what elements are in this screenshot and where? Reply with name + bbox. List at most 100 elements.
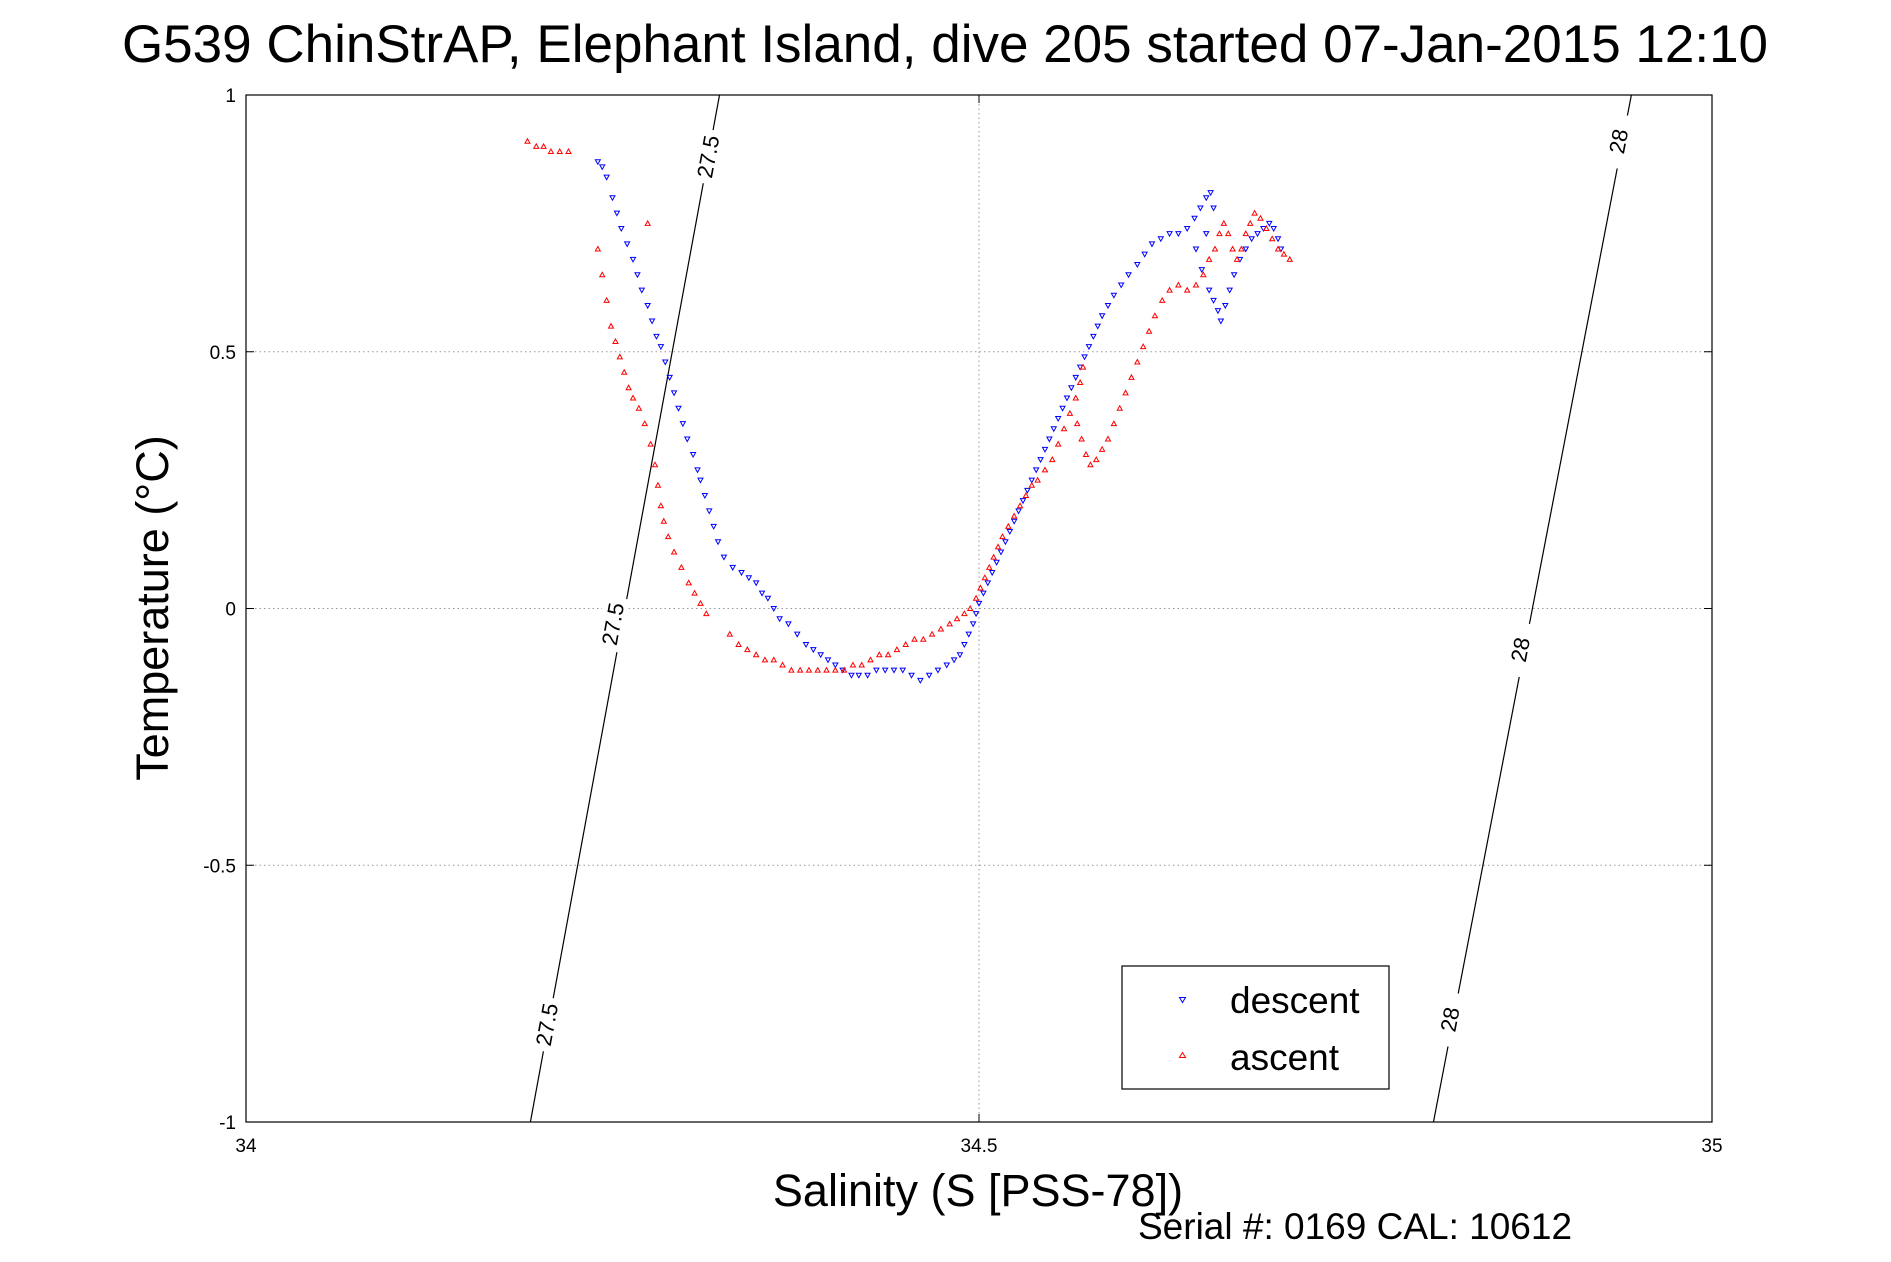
descent-point bbox=[653, 333, 660, 340]
descent-point bbox=[697, 477, 704, 484]
descent-point bbox=[1063, 395, 1071, 402]
x-tick-label: 34.5 bbox=[961, 1136, 998, 1157]
descent-point bbox=[802, 641, 810, 648]
descent-point bbox=[1210, 297, 1217, 304]
chart-title: G539 ChinStrAP, Elephant Island, dive 20… bbox=[122, 15, 1768, 74]
descent-point bbox=[848, 672, 855, 679]
descent-point bbox=[950, 657, 958, 664]
ascent-point bbox=[840, 666, 848, 673]
descent-point bbox=[603, 174, 610, 181]
contour-label: 28 bbox=[1604, 127, 1633, 156]
descent-point bbox=[1094, 323, 1102, 330]
ascent-point bbox=[1274, 245, 1282, 252]
ascent-point bbox=[1034, 476, 1041, 483]
descent-point bbox=[1265, 220, 1273, 227]
ascent-point bbox=[657, 502, 665, 509]
ascent-point bbox=[594, 245, 602, 252]
serial-cal-label: Serial #: 0169 CAL: 10612 bbox=[1138, 1206, 1572, 1247]
descent-point bbox=[917, 677, 924, 684]
descent-point bbox=[1202, 231, 1210, 238]
legend-ascent-marker bbox=[1178, 1051, 1187, 1058]
ascent-point bbox=[735, 640, 742, 647]
ascent-point bbox=[678, 563, 685, 570]
contour-label-bg bbox=[690, 127, 726, 186]
ascent-point bbox=[697, 599, 704, 606]
ascent-point bbox=[858, 661, 866, 668]
ascent-point bbox=[849, 661, 857, 668]
ascent-point bbox=[960, 610, 968, 617]
descent-point bbox=[1217, 318, 1225, 325]
descent-point bbox=[670, 390, 678, 397]
ascent-point bbox=[814, 666, 822, 673]
legend-descent-marker bbox=[1178, 997, 1187, 1004]
descent-point bbox=[1054, 416, 1062, 423]
descent-point bbox=[648, 318, 656, 325]
contour-label-bg bbox=[1600, 112, 1637, 171]
ascent-point bbox=[928, 630, 936, 637]
ascent-point bbox=[1010, 512, 1018, 519]
descent-point bbox=[1085, 344, 1093, 351]
ascent-point bbox=[1216, 230, 1223, 237]
ascent-point bbox=[770, 656, 778, 663]
ascent-point bbox=[616, 353, 624, 360]
y-axis-title: Temperature (°C) bbox=[127, 435, 178, 781]
descent-point bbox=[629, 256, 637, 263]
ascent-point bbox=[565, 147, 572, 154]
ascent-point bbox=[985, 563, 993, 570]
contour-line bbox=[1432, 94, 1632, 1123]
descent-point bbox=[1117, 282, 1125, 289]
ascent-point bbox=[1166, 286, 1173, 293]
ascent-point bbox=[1016, 502, 1024, 509]
descent-point bbox=[701, 493, 709, 500]
ascent-point bbox=[1073, 420, 1081, 427]
descent-point bbox=[661, 359, 669, 366]
ascent-point bbox=[1116, 404, 1124, 411]
descent-point bbox=[1166, 231, 1173, 238]
ascent-point bbox=[1238, 245, 1245, 252]
descent-point bbox=[1072, 374, 1080, 381]
ascent-point bbox=[1041, 466, 1049, 473]
ascent-point bbox=[999, 533, 1006, 540]
descent-point bbox=[609, 195, 616, 202]
ascent-point bbox=[1286, 255, 1294, 262]
descent-point bbox=[644, 303, 652, 310]
ascent-point bbox=[1220, 219, 1228, 226]
ascent-point bbox=[1098, 445, 1106, 452]
ascent-point bbox=[1082, 450, 1090, 457]
x-tick-label: 35 bbox=[1701, 1136, 1722, 1157]
contour-label: 28 bbox=[1435, 1005, 1464, 1034]
ascent-point bbox=[1233, 255, 1241, 262]
descent-point bbox=[623, 241, 631, 248]
ascent-point bbox=[990, 553, 998, 560]
ascent-point bbox=[911, 635, 918, 642]
descent-point bbox=[1041, 446, 1049, 453]
descent-point bbox=[925, 672, 933, 679]
descent-point bbox=[980, 590, 987, 597]
descent-point bbox=[956, 652, 964, 659]
descent-point bbox=[1248, 236, 1256, 243]
ascent-point bbox=[1054, 440, 1062, 447]
descent-point bbox=[1210, 205, 1217, 212]
ascent-point bbox=[893, 646, 901, 653]
ascent-point bbox=[831, 666, 839, 673]
ascent-point bbox=[556, 147, 564, 154]
descent-point bbox=[1133, 261, 1141, 268]
grid-lines bbox=[246, 95, 1712, 1122]
ascent-point bbox=[685, 579, 693, 586]
descent-point bbox=[613, 210, 621, 217]
y-tick-label: 0.5 bbox=[210, 343, 236, 364]
descent-point bbox=[1028, 477, 1036, 484]
ascent-point bbox=[977, 584, 984, 591]
descent-point bbox=[864, 672, 871, 679]
descent-point bbox=[785, 621, 792, 628]
ascent-point bbox=[1246, 219, 1254, 226]
descent-point bbox=[1183, 226, 1191, 233]
descent-point bbox=[598, 164, 606, 171]
x-axis-title: Salinity (S [PSS-78]) bbox=[773, 1165, 1183, 1216]
descent-point bbox=[764, 595, 772, 602]
contour-label-bg bbox=[528, 995, 565, 1054]
descent-point bbox=[1002, 539, 1009, 546]
descent-point bbox=[809, 647, 817, 654]
ascent-point bbox=[1199, 271, 1207, 278]
ascent-point bbox=[1078, 435, 1085, 442]
